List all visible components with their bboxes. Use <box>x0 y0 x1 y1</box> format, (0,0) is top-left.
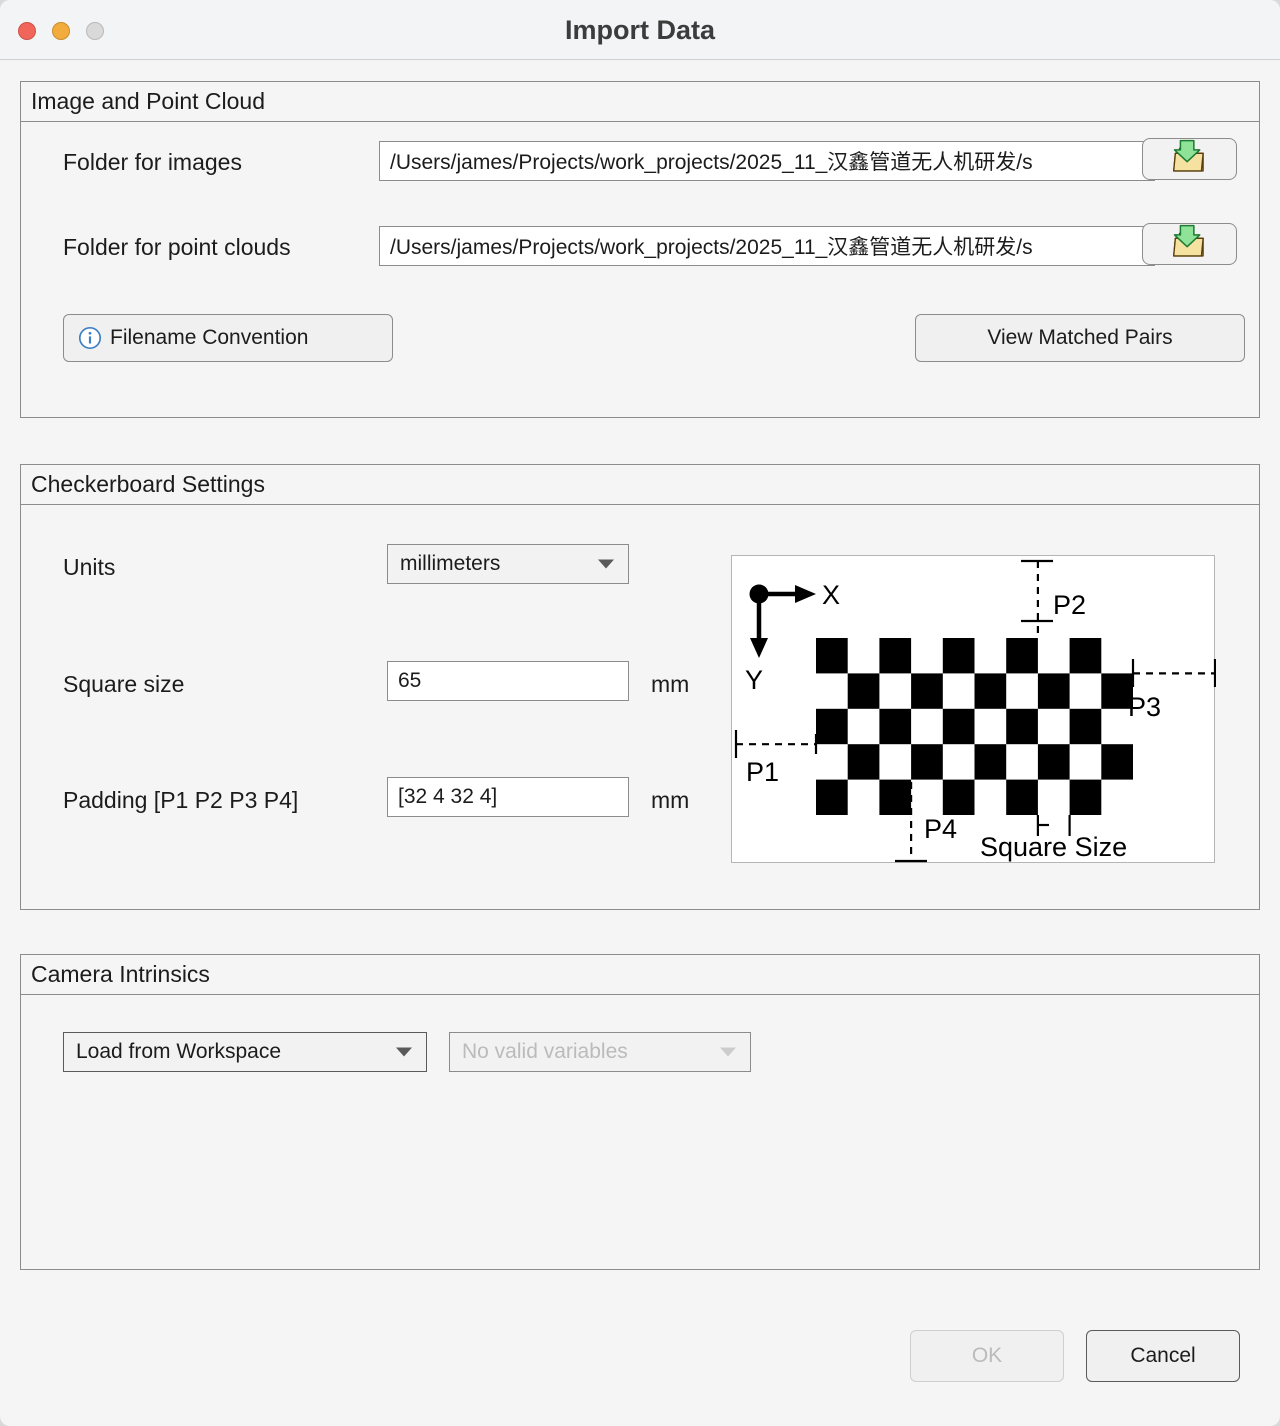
svg-text:P2: P2 <box>1053 590 1086 620</box>
svg-text:P3: P3 <box>1128 692 1161 722</box>
svg-text:Y: Y <box>745 665 763 695</box>
svg-text:X: X <box>822 580 840 610</box>
svg-text:P4: P4 <box>924 814 957 844</box>
svg-text:Square Size: Square Size <box>980 832 1127 862</box>
svg-text:P1: P1 <box>746 757 779 787</box>
